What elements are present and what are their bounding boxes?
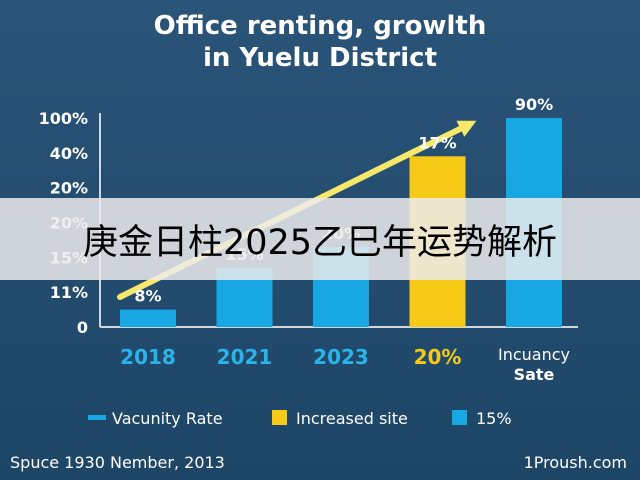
legend: Vacunity Rate Increased site 15%	[88, 409, 512, 428]
bar-data-label: 90%	[515, 95, 553, 114]
y-tick-label: 100%	[39, 109, 88, 128]
legend-label: Vacunity Rate	[112, 409, 223, 428]
x-category-label: 20%	[414, 345, 462, 369]
footer-source: Spuce 1930 Nember, 2013	[10, 453, 225, 472]
y-tick-label: 11%	[50, 283, 88, 302]
y-tick-label: 40%	[50, 144, 88, 163]
x-category-label: 2023	[313, 345, 369, 369]
y-tick-label: 20%	[50, 179, 88, 198]
footer-site: 1Proush.com	[524, 453, 627, 472]
legend-swatch	[452, 410, 467, 425]
overlay-banner-text: 庚金日柱2025乙巳年运势解析	[83, 223, 557, 263]
legend-label: 15%	[476, 409, 512, 428]
legend-label: Increased site	[296, 409, 408, 428]
y-tick-label: 0	[77, 318, 88, 337]
chart-title-line-2: in Yuelu District	[203, 43, 437, 73]
x-category-label: 2018	[120, 345, 176, 369]
bar-data-label: 8%	[134, 287, 161, 306]
legend-swatch	[272, 410, 287, 425]
bar-data-label: 17%	[418, 133, 456, 152]
legend-swatch	[88, 415, 106, 420]
bar	[120, 309, 176, 327]
chart-title-line-1: Office renting, growlth	[154, 11, 487, 41]
x-category-label: 2021	[217, 345, 273, 369]
x-category-label: Incuancy	[498, 345, 570, 364]
x-category-label: Sate	[514, 365, 555, 384]
overlay-banner	[0, 198, 640, 280]
